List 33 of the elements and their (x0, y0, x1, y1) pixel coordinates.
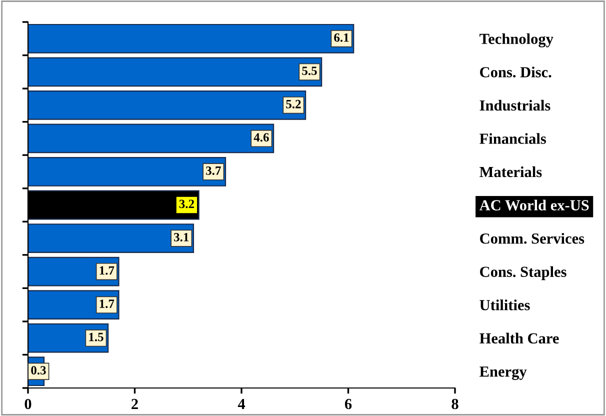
data-label: 3.1 (174, 233, 189, 242)
bar (28, 224, 194, 253)
bar (28, 124, 274, 154)
y-tick-label: Financials (480, 133, 546, 144)
y-tick-label: Materials (480, 166, 542, 178)
y-tick-label: Cons. Staples (480, 266, 566, 280)
data-label: 1.7 (100, 300, 114, 308)
x-tick-label: 0 (24, 398, 32, 410)
bar (28, 57, 322, 87)
data-label: 4.6 (254, 133, 269, 142)
y-tick-label: AC World ex-US (479, 200, 589, 211)
y-tick-label: Cons. Disc. (480, 66, 552, 78)
x-tick-label: 4 (238, 398, 246, 410)
data-label: 1.5 (89, 332, 104, 342)
y-tick-label: Health Care (480, 332, 559, 344)
x-tick-label: 8 (452, 398, 458, 410)
data-label: 3.7 (206, 166, 221, 175)
y-tick-label: Technology (480, 33, 554, 48)
data-label: 6.1 (334, 33, 349, 42)
data-label: 5.2 (286, 100, 301, 108)
data-label: 3.2 (179, 200, 194, 208)
x-tick-label: 2 (132, 398, 138, 410)
data-label: 0.3 (31, 366, 46, 375)
bar (28, 24, 354, 54)
bar (28, 90, 306, 120)
x-tick-label: 6 (344, 398, 352, 410)
y-tick-label: Utilities (480, 300, 530, 310)
y-tick-label: Comm. Services (480, 232, 584, 244)
data-label: 5.5 (302, 66, 317, 76)
bar (28, 157, 226, 186)
y-tick-label: Industrials (480, 100, 550, 111)
y-tick-label: Energy (480, 366, 527, 380)
data-label: 1.7 (100, 266, 114, 275)
